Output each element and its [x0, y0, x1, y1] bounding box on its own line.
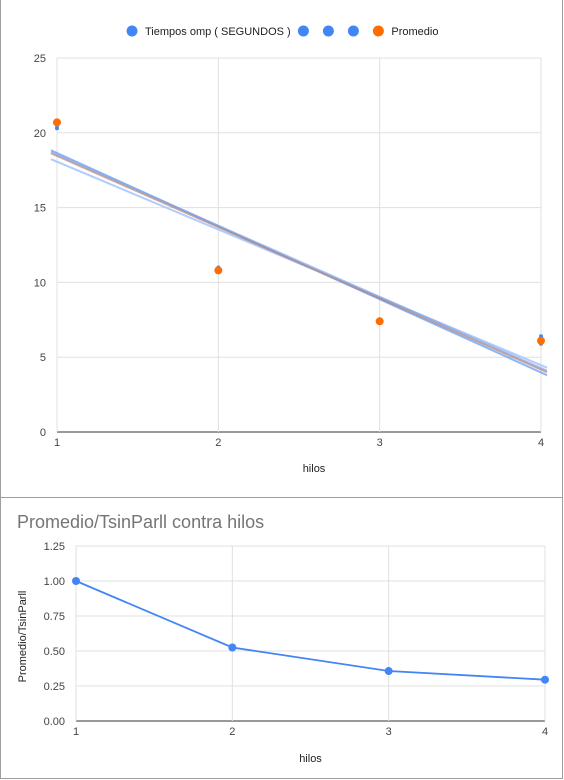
- trendline: [50, 150, 548, 372]
- y-tick-label: 1.00: [44, 576, 65, 588]
- chart-title: Promedio/TsinParll contra hilos: [17, 512, 264, 532]
- line-chart-panel: Promedio/TsinParll contra hilos 0.00 0.25 0…: [0, 497, 563, 779]
- data-point: [214, 266, 223, 275]
- x-tick-label: 4: [538, 437, 544, 449]
- trendline: [50, 152, 548, 374]
- data-point: [541, 675, 549, 684]
- legend-marker: [372, 25, 384, 37]
- scatter-chart: 0 5 10 15 20 25 1 2 3 4 hilos Tiempos omp ( SEGUNDO…: [34, 25, 548, 475]
- y-tick-label: 0: [40, 427, 46, 439]
- data-point: [53, 118, 61, 127]
- legend-marker: [126, 25, 138, 37]
- legend-marker: [322, 25, 334, 37]
- y-tick-label: 10: [34, 277, 46, 289]
- y-tick-label: 20: [34, 128, 46, 140]
- data-point: [72, 577, 80, 585]
- x-tick-label: 2: [229, 726, 235, 738]
- scatter-chart-panel: 0 5 10 15 20 25 1 2 3 4 hilos Tiempos omp ( SEGUNDO…: [0, 0, 563, 498]
- line-chart: Promedio/TsinParll contra hilos 0.00 0.25 0…: [17, 512, 549, 765]
- legend-marker: [297, 25, 309, 37]
- series-line: [75, 580, 546, 681]
- y-tick-label: 25: [34, 53, 46, 65]
- data-point: [537, 336, 545, 345]
- trendline: [50, 152, 548, 374]
- x-tick-label: 4: [542, 726, 548, 738]
- data-point: [228, 643, 237, 652]
- y-tick-label: 0.25: [44, 681, 65, 693]
- x-tick-label: 1: [54, 437, 60, 449]
- y-axis-title: Promedio/TsinParll: [17, 591, 29, 683]
- y-tick-label: 5: [40, 352, 46, 364]
- y-tick-label: 0.75: [44, 611, 65, 623]
- y-tick-label: 0.50: [44, 646, 65, 658]
- data-point: [384, 667, 393, 676]
- trendline: [50, 158, 548, 369]
- x-tick-label: 3: [386, 726, 392, 738]
- x-tick-label: 2: [215, 437, 221, 449]
- y-tick-label: 0.00: [44, 716, 65, 728]
- x-tick-label: 3: [377, 437, 383, 449]
- legend-marker: [347, 25, 359, 37]
- legend-label: Tiempos omp ( SEGUNDOS ): [145, 26, 291, 38]
- y-tick-label: 15: [34, 203, 46, 215]
- x-axis-title: hilos: [303, 463, 326, 475]
- x-axis-title: hilos: [299, 753, 322, 765]
- y-tick-label: 1.25: [44, 541, 65, 553]
- legend-label: Promedio: [391, 26, 438, 38]
- data-point: [375, 317, 384, 326]
- x-tick-label: 1: [73, 726, 79, 738]
- data-point: [55, 126, 59, 131]
